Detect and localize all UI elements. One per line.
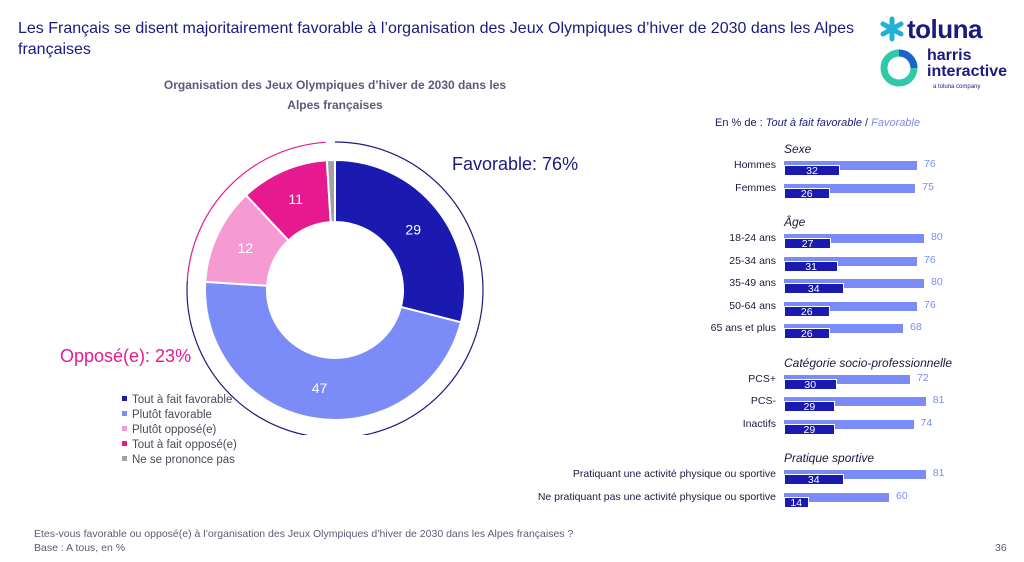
row-label: Ne pratiquant pas une activité physique … xyxy=(537,490,776,503)
slice-tout-a-fait-favorable xyxy=(334,158,466,324)
row-label: Femmes xyxy=(735,181,776,194)
oppose-bracket-arc xyxy=(186,141,326,281)
legend-swatch xyxy=(122,441,127,447)
footer-base: Base : A tous, en % xyxy=(34,542,126,554)
row-label: PCS+ xyxy=(748,372,776,385)
value-favorable: 74 xyxy=(920,416,933,429)
legend-swatch xyxy=(122,456,127,462)
legend-swatch xyxy=(122,411,127,417)
row-label: 50-64 ans xyxy=(729,299,776,312)
bar-favorable xyxy=(784,279,924,288)
legend-label: Plutôt opposé(e) xyxy=(132,424,217,436)
section-title: Sexe xyxy=(784,142,812,156)
oppose-total-label: Opposé(e): 23% xyxy=(60,346,192,366)
bar-favorable xyxy=(784,470,926,479)
row-label: 35-49 ans xyxy=(729,277,776,289)
bar-tout-a-fait-favorable: 29 xyxy=(784,423,835,435)
bar-tout-a-fait-favorable: 34 xyxy=(784,474,844,486)
value-favorable: 76 xyxy=(924,253,936,266)
row-label: PCS- xyxy=(750,395,776,407)
bar-tout-a-fait-favorable: 26 xyxy=(784,187,830,199)
bar-tout-a-fait-favorable: 32 xyxy=(784,165,840,177)
donut-chart-title: Organisation des Jeux Olympiques d’hiver… xyxy=(163,78,507,112)
logo-harris-text: harris interactive xyxy=(927,47,1008,80)
value-favorable: 60 xyxy=(896,489,908,502)
row-label: 18-24 ans xyxy=(729,232,776,244)
favorable-bracket-arc xyxy=(186,141,484,435)
row-label: Pratiquant une activité physique ou spor… xyxy=(572,468,776,480)
bar-chart-subtitle: En % de : Tout à fait favorable / Favora… xyxy=(715,117,921,129)
bar-tout-a-fait-favorable: 26 xyxy=(784,328,830,340)
harris-ring-icon xyxy=(880,49,918,87)
bar-tout-a-fait-favorable: 30 xyxy=(784,378,837,390)
value-favorable: 76 xyxy=(924,298,936,311)
favorable-total-label: Favorable: 76% xyxy=(452,154,579,174)
bar-tout-a-fait-favorable: 29 xyxy=(784,401,835,413)
value-favorable: 76 xyxy=(924,158,936,170)
donut-legend: Tout à fait favorable Plutôt favorable Plu… xyxy=(122,393,237,468)
slice-nspp xyxy=(325,158,336,224)
section-title: Âge xyxy=(784,215,806,229)
legend-label: Tout à fait favorable xyxy=(132,394,233,406)
bar-favorable xyxy=(784,183,916,193)
slide-title: Les Français se disent majoritairement f… xyxy=(18,20,855,58)
bar-tout-a-fait-favorable: 27 xyxy=(784,238,832,250)
bar-favorable xyxy=(784,492,889,502)
bar-favorable xyxy=(784,234,924,243)
row-label: Hommes xyxy=(733,159,776,171)
legend-item-tout-a-fait-favorable: Tout à fait favorable xyxy=(122,393,237,408)
value-favorable: 80 xyxy=(931,276,943,288)
bar-favorable xyxy=(784,161,917,170)
legend-item-tout-a-fait-oppose: Tout à fait opposé(e) xyxy=(122,438,237,453)
legend-item-plutot-oppose: Plutôt opposé(e) xyxy=(122,423,237,438)
legend-swatch xyxy=(122,396,127,402)
bar-favorable xyxy=(784,324,903,333)
value-favorable: 80 xyxy=(931,231,943,243)
logo-tagline: a toluna company xyxy=(933,84,981,90)
value-favorable: 81 xyxy=(932,394,945,406)
bar-favorable xyxy=(784,419,914,429)
value-favorable: 72 xyxy=(917,371,929,384)
section-title: Catégorie socio-professionnelle xyxy=(784,355,953,370)
footer-question: Etes-vous favorable ou opposé(e) à l’org… xyxy=(34,528,574,540)
bar-favorable xyxy=(784,256,917,266)
legend-label: Tout à fait opposé(e) xyxy=(132,439,237,451)
bar-favorable xyxy=(784,397,926,406)
toluna-asterisk-icon xyxy=(880,16,904,42)
bar-favorable xyxy=(784,374,910,384)
legend-label: Ne se prononce pas xyxy=(132,454,235,466)
bar-favorable xyxy=(784,301,917,311)
donut-chart: 29 47 12 11 xyxy=(186,141,484,435)
slice-label-tout-a-fait-oppose: 11 xyxy=(288,191,303,207)
page-number: 36 xyxy=(995,542,1007,554)
bar-tout-a-fait-favorable: 26 xyxy=(784,305,830,317)
section-title: Pratique sportive xyxy=(784,451,875,465)
legend-item-plutot-favorable: Plutôt favorable xyxy=(122,408,237,423)
row-label: Inactifs xyxy=(742,417,776,430)
value-favorable: 81 xyxy=(932,467,945,479)
logo-toluna-text: toluna xyxy=(907,14,983,44)
bar-tout-a-fait-favorable: 34 xyxy=(784,283,844,295)
value-favorable: 75 xyxy=(922,180,934,193)
row-label: 25-34 ans xyxy=(729,254,776,267)
bar-tout-a-fait-favorable: 31 xyxy=(784,260,839,272)
bar-tout-a-fait-favorable: 14 xyxy=(784,496,809,508)
value-favorable: 68 xyxy=(910,321,922,333)
toluna-harris-logo: toluna harris interactive a toluna compa… xyxy=(875,10,1015,90)
slice-label-plutot-favorable: 47 xyxy=(312,380,328,396)
legend-item-nspp: Ne se prononce pas xyxy=(122,453,237,468)
row-label: 65 ans et plus xyxy=(710,322,776,334)
slice-label-plutot-oppose: 12 xyxy=(238,240,254,256)
legend-label: Plutôt favorable xyxy=(132,409,212,421)
legend-swatch xyxy=(122,426,127,432)
slice-label-tout-a-fait-favorable: 29 xyxy=(405,221,421,237)
slice-plutot-favorable xyxy=(204,280,463,421)
